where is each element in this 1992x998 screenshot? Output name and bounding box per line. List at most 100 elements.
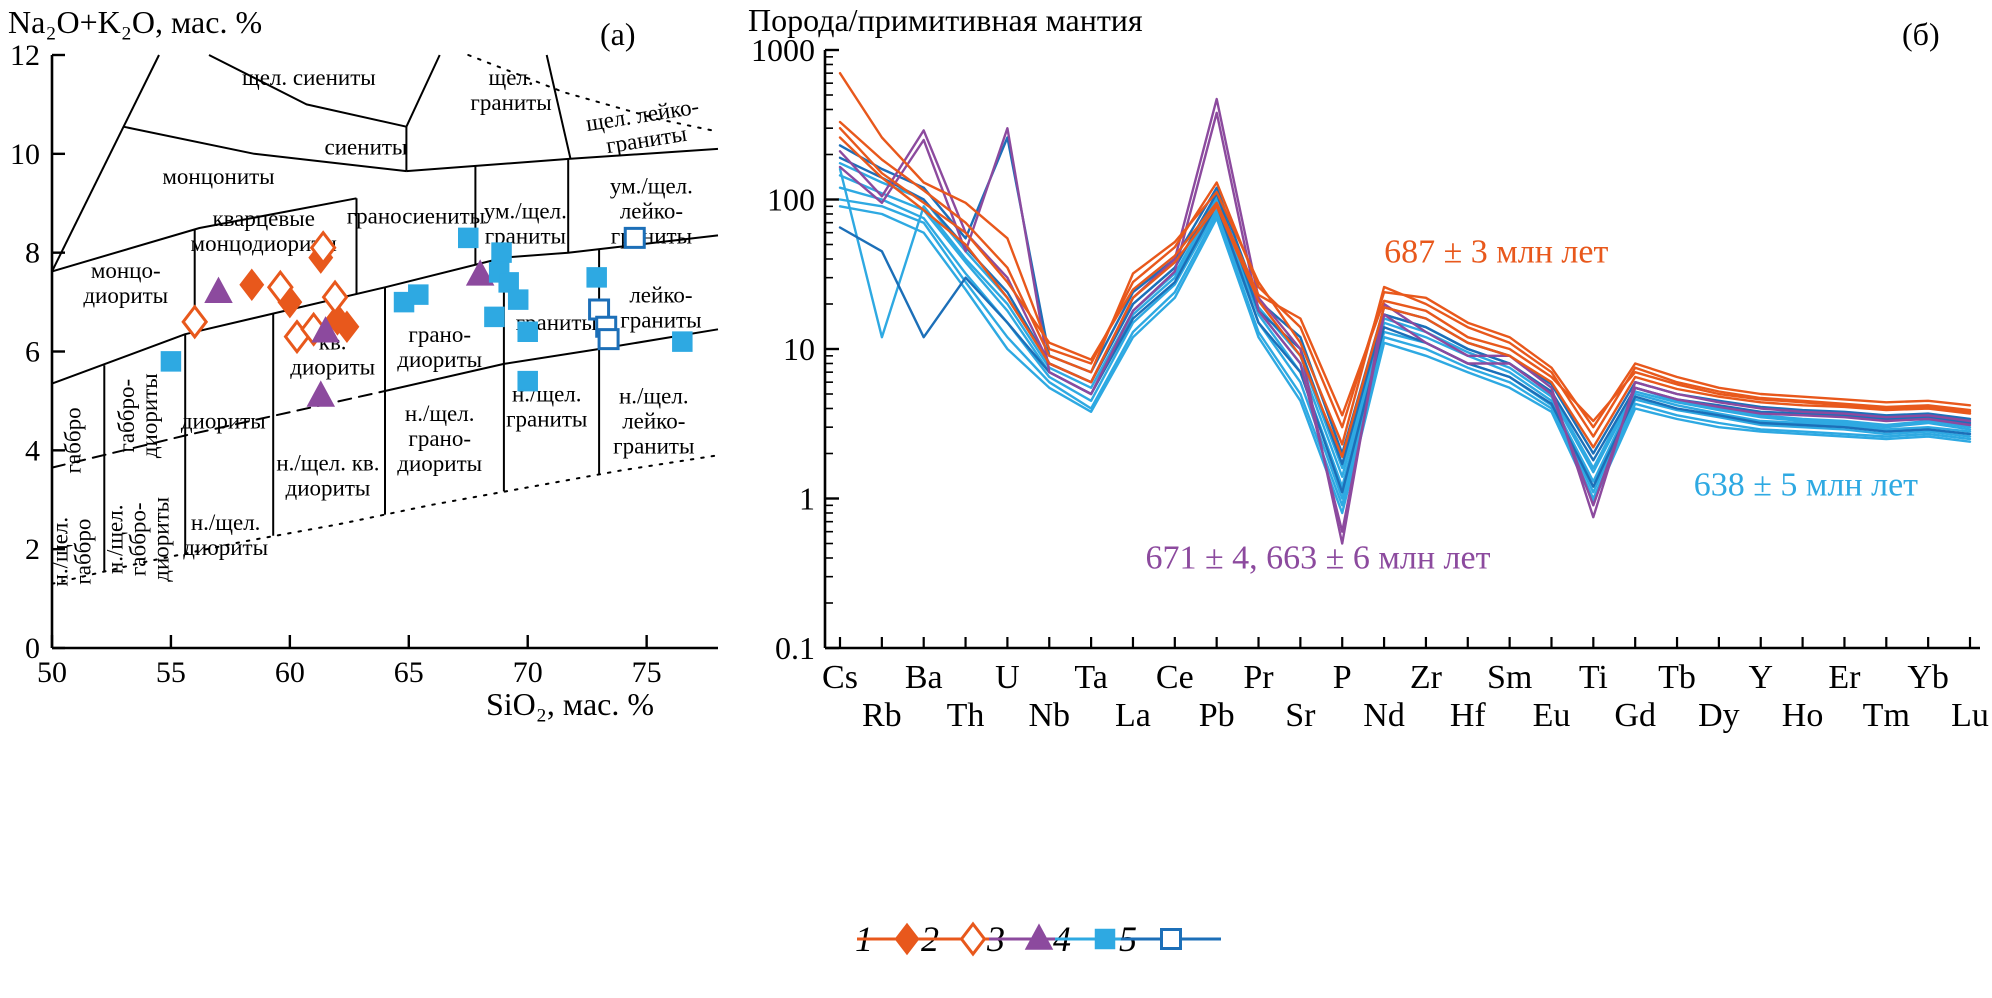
legend-marker-shape (894, 922, 920, 956)
element-label: Ba (905, 659, 943, 696)
y-tick-label: 1000 (751, 32, 815, 68)
x-tick-label: 65 (394, 656, 424, 689)
element-label: Pr (1243, 659, 1274, 696)
data-point-series-5 (597, 328, 620, 351)
spider-line-5 (838, 205, 1972, 515)
x-tick-label: 55 (156, 656, 186, 689)
element-label: Sr (1285, 697, 1316, 734)
element-label: Rb (862, 697, 902, 734)
y-tick-label: 8 (25, 237, 40, 270)
field-label: н./щел. кв. диориты (276, 451, 379, 501)
data-point-series-4 (491, 242, 512, 263)
field-label: габбро (60, 407, 85, 473)
spider-line-9 (838, 203, 1972, 494)
data-point-series-2 (266, 269, 294, 305)
element-label: Nb (1028, 697, 1070, 734)
element-label: Ce (1156, 659, 1194, 696)
x-tick-label: 75 (632, 656, 662, 689)
field-boundary-solid (51, 197, 357, 273)
field-boundary-solid (51, 234, 719, 385)
element-label: P (1333, 659, 1352, 696)
field-boundary-dotted (467, 54, 719, 133)
field-boundary-solid (384, 328, 719, 392)
field-label: сиениты (325, 134, 408, 159)
spider-line-15 (838, 136, 1972, 458)
field-label: н./щел. грано-диориты (397, 401, 482, 476)
data-point-series-2 (321, 279, 349, 315)
panel-a-y-axis-title: Na₂O+K₂O, мас. % (8, 4, 263, 40)
field-label: н./щел.габбро-диориты (103, 497, 174, 582)
data-point-series-4 (586, 267, 607, 288)
element-label: Tb (1658, 659, 1696, 696)
field-label: н./щел. лейко-граниты (613, 384, 694, 459)
panel-b-tag: (б) (1902, 16, 1940, 52)
data-point-series-3 (204, 276, 233, 303)
spider-line-3 (838, 186, 1972, 500)
tas-classification-diagram: 50 55 60 65 70 75 0 2 4 6 8 10 12 щел. сиениты сиениты… (10, 39, 719, 689)
age-annotation: 638 ± 5 млн лет (1694, 466, 1918, 503)
field-label: лейко-граниты (620, 283, 701, 333)
data-point-series-4 (498, 272, 519, 293)
element-label: Zr (1410, 659, 1443, 696)
legend-item-1: 1 (855, 918, 957, 960)
element-label: Nd (1363, 697, 1405, 734)
data-point-series-4 (458, 227, 479, 249)
field-label: грано-диориты (397, 322, 482, 372)
legend-marker-shape (1094, 928, 1116, 950)
field-label: кварцевые монцодиориты (191, 206, 337, 256)
data-point-series-3 (465, 259, 495, 286)
x-tick-label: 60 (275, 656, 305, 689)
element-label: La (1115, 697, 1151, 734)
y-tick-label: 10 (10, 138, 40, 171)
spider-line-11 (838, 111, 1972, 533)
y-tick-label: 10 (783, 331, 815, 367)
data-point-series-2 (181, 304, 209, 340)
field-label: габбро-диориты (114, 373, 162, 458)
spider-line-2 (838, 174, 1972, 488)
field-boundary-solid (51, 54, 160, 272)
legend-item-5: 5 (1119, 918, 1221, 960)
element-label: Pb (1199, 697, 1235, 734)
y-tick-label: 0.1 (775, 630, 815, 666)
data-point-series-4 (517, 370, 538, 392)
data-point-series-4 (484, 306, 505, 328)
spider-line-10 (838, 97, 1972, 545)
data-point-series-1 (334, 310, 360, 344)
element-label: Ho (1782, 697, 1824, 734)
data-point-series-4 (507, 289, 529, 310)
element-label: Er (1828, 659, 1861, 696)
field-label: ум./щел. граниты (484, 199, 567, 249)
element-label: Y (1748, 659, 1773, 696)
field-boundary-solid (570, 147, 719, 160)
spider-line-4 (838, 198, 1972, 507)
field-label: монцо-диориты (83, 258, 168, 308)
element-label: Ti (1579, 659, 1608, 696)
data-point-series-2 (309, 230, 337, 266)
x-tick-label: 50 (37, 656, 67, 689)
data-point-series-3 (306, 380, 336, 407)
field-boundary-solid (545, 54, 572, 160)
element-label: Gd (1614, 697, 1656, 734)
element-label: Th (947, 697, 985, 734)
data-point-series-4 (408, 284, 429, 305)
legend-marker-square (1121, 928, 1221, 950)
data-point-series-4 (672, 331, 693, 352)
y-tick-label: 1 (799, 481, 815, 517)
field-label: ум./щел. лейко-граниты (610, 174, 693, 249)
element-label: Ta (1074, 659, 1108, 696)
element-label: Eu (1533, 697, 1571, 734)
field-label: н./щел. диориты (183, 510, 268, 560)
legend-item-4: 4 (1053, 918, 1155, 960)
legend-item-3: 3 (987, 918, 1089, 960)
field-label: кв.диориты (290, 330, 375, 380)
field-boundary-solid (405, 54, 441, 128)
field-boundary-solid (123, 125, 407, 173)
field-boundary-solid (406, 157, 571, 173)
legend-item-2: 2 (921, 918, 1023, 960)
x-tick-label: 70 (513, 656, 543, 689)
spider-line-6 (838, 167, 1972, 478)
y-tick-label: 12 (10, 39, 40, 72)
